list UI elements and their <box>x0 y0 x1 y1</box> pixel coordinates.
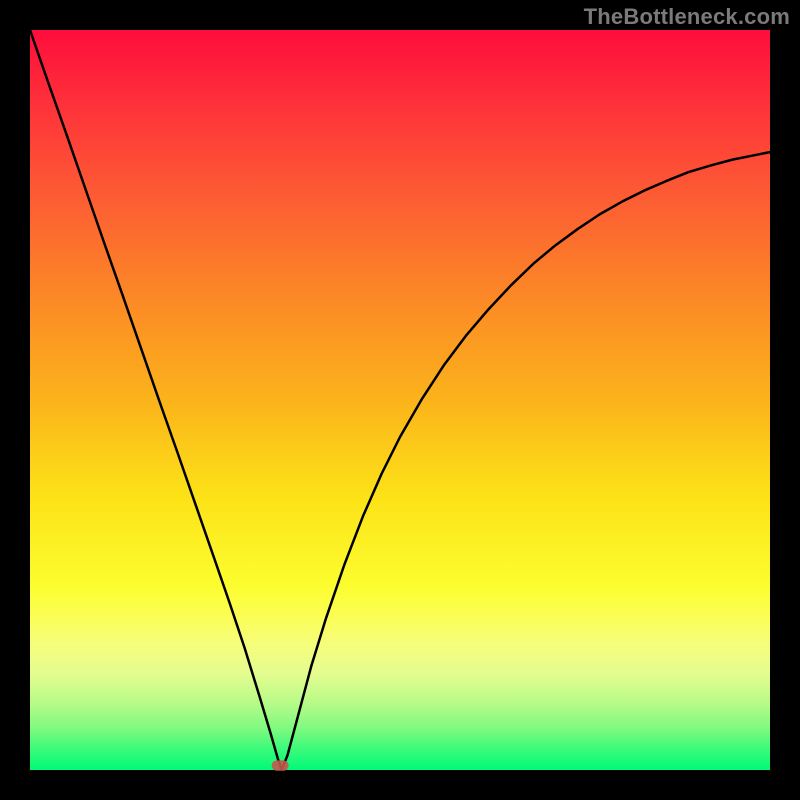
minimum-marker <box>272 760 289 770</box>
watermark-text: TheBottleneck.com <box>584 4 790 30</box>
chart-container: { "watermark": { "text": "TheBottleneck.… <box>0 0 800 800</box>
bottleneck-chart <box>0 0 800 800</box>
plot-gradient-background <box>30 30 770 770</box>
